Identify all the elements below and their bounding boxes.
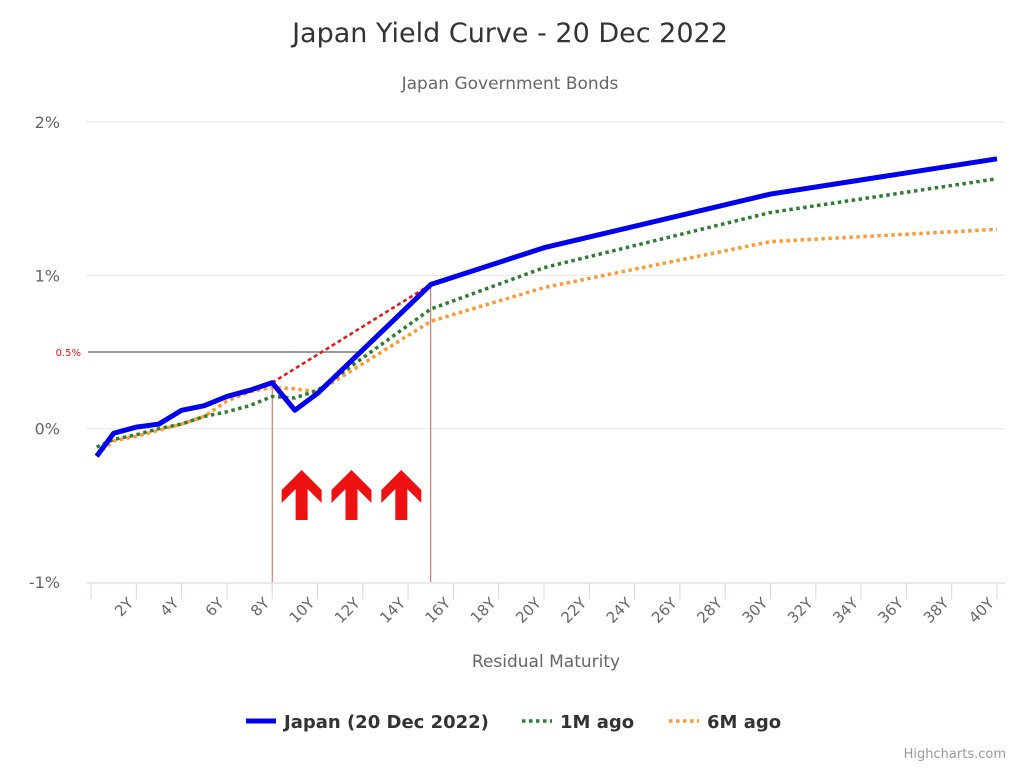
- x-tick-label: 14Y: [376, 594, 409, 627]
- reference-line-label: 0.5%: [56, 348, 81, 359]
- credits-link[interactable]: Highcharts.com: [904, 747, 1006, 762]
- up-arrow-icon: [281, 470, 322, 520]
- up-arrow-icon: [381, 470, 422, 520]
- up-arrow-icon: [331, 470, 372, 520]
- x-tick-label: 10Y: [286, 594, 319, 627]
- series-line-1: [95, 177, 998, 449]
- x-tick-label: 36Y: [875, 594, 908, 627]
- series-line-0: [94, 156, 998, 458]
- legend-label: Japan (20 Dec 2022): [282, 712, 489, 733]
- x-tick-label: 12Y: [331, 594, 364, 627]
- legend-item[interactable]: 1M ago: [522, 712, 634, 733]
- x-tick-label: 6Y: [202, 594, 229, 621]
- trend-line: [271, 283, 432, 384]
- x-tick-label: 32Y: [784, 594, 817, 627]
- x-tick-label: 4Y: [156, 594, 183, 621]
- chart-title: Japan Yield Curve - 20 Dec 2022: [290, 18, 728, 49]
- x-tick-label: 24Y: [603, 594, 636, 627]
- chart-subtitle: Japan Government Bonds: [401, 74, 619, 94]
- x-tick-label: 38Y: [920, 594, 953, 627]
- x-tick-label: 40Y: [965, 594, 998, 627]
- x-tick-label: 28Y: [693, 594, 726, 627]
- x-tick-label: 22Y: [557, 594, 590, 627]
- x-tick-label: 16Y: [422, 594, 455, 627]
- x-tick-label: 18Y: [467, 594, 500, 627]
- x-tick-label: 2Y: [111, 594, 138, 621]
- y-tick-label: 2%: [35, 113, 60, 132]
- y-tick-label: 1%: [35, 266, 60, 285]
- x-tick-label: 8Y: [247, 594, 274, 621]
- legend-item[interactable]: Japan (20 Dec 2022): [246, 712, 489, 733]
- series-line-2: [95, 227, 998, 457]
- x-tick-label: 34Y: [829, 594, 862, 627]
- x-tick-label: 26Y: [648, 594, 681, 627]
- legend-label: 6M ago: [707, 712, 781, 733]
- x-tick-label: 20Y: [512, 594, 545, 627]
- y-tick-label: 0%: [35, 420, 60, 439]
- legend-label: 1M ago: [560, 712, 634, 733]
- x-axis-title: Residual Maturity: [472, 652, 620, 672]
- x-tick-label: 30Y: [739, 594, 772, 627]
- y-tick-label: -1%: [29, 573, 60, 592]
- legend-item[interactable]: 6M ago: [669, 712, 781, 733]
